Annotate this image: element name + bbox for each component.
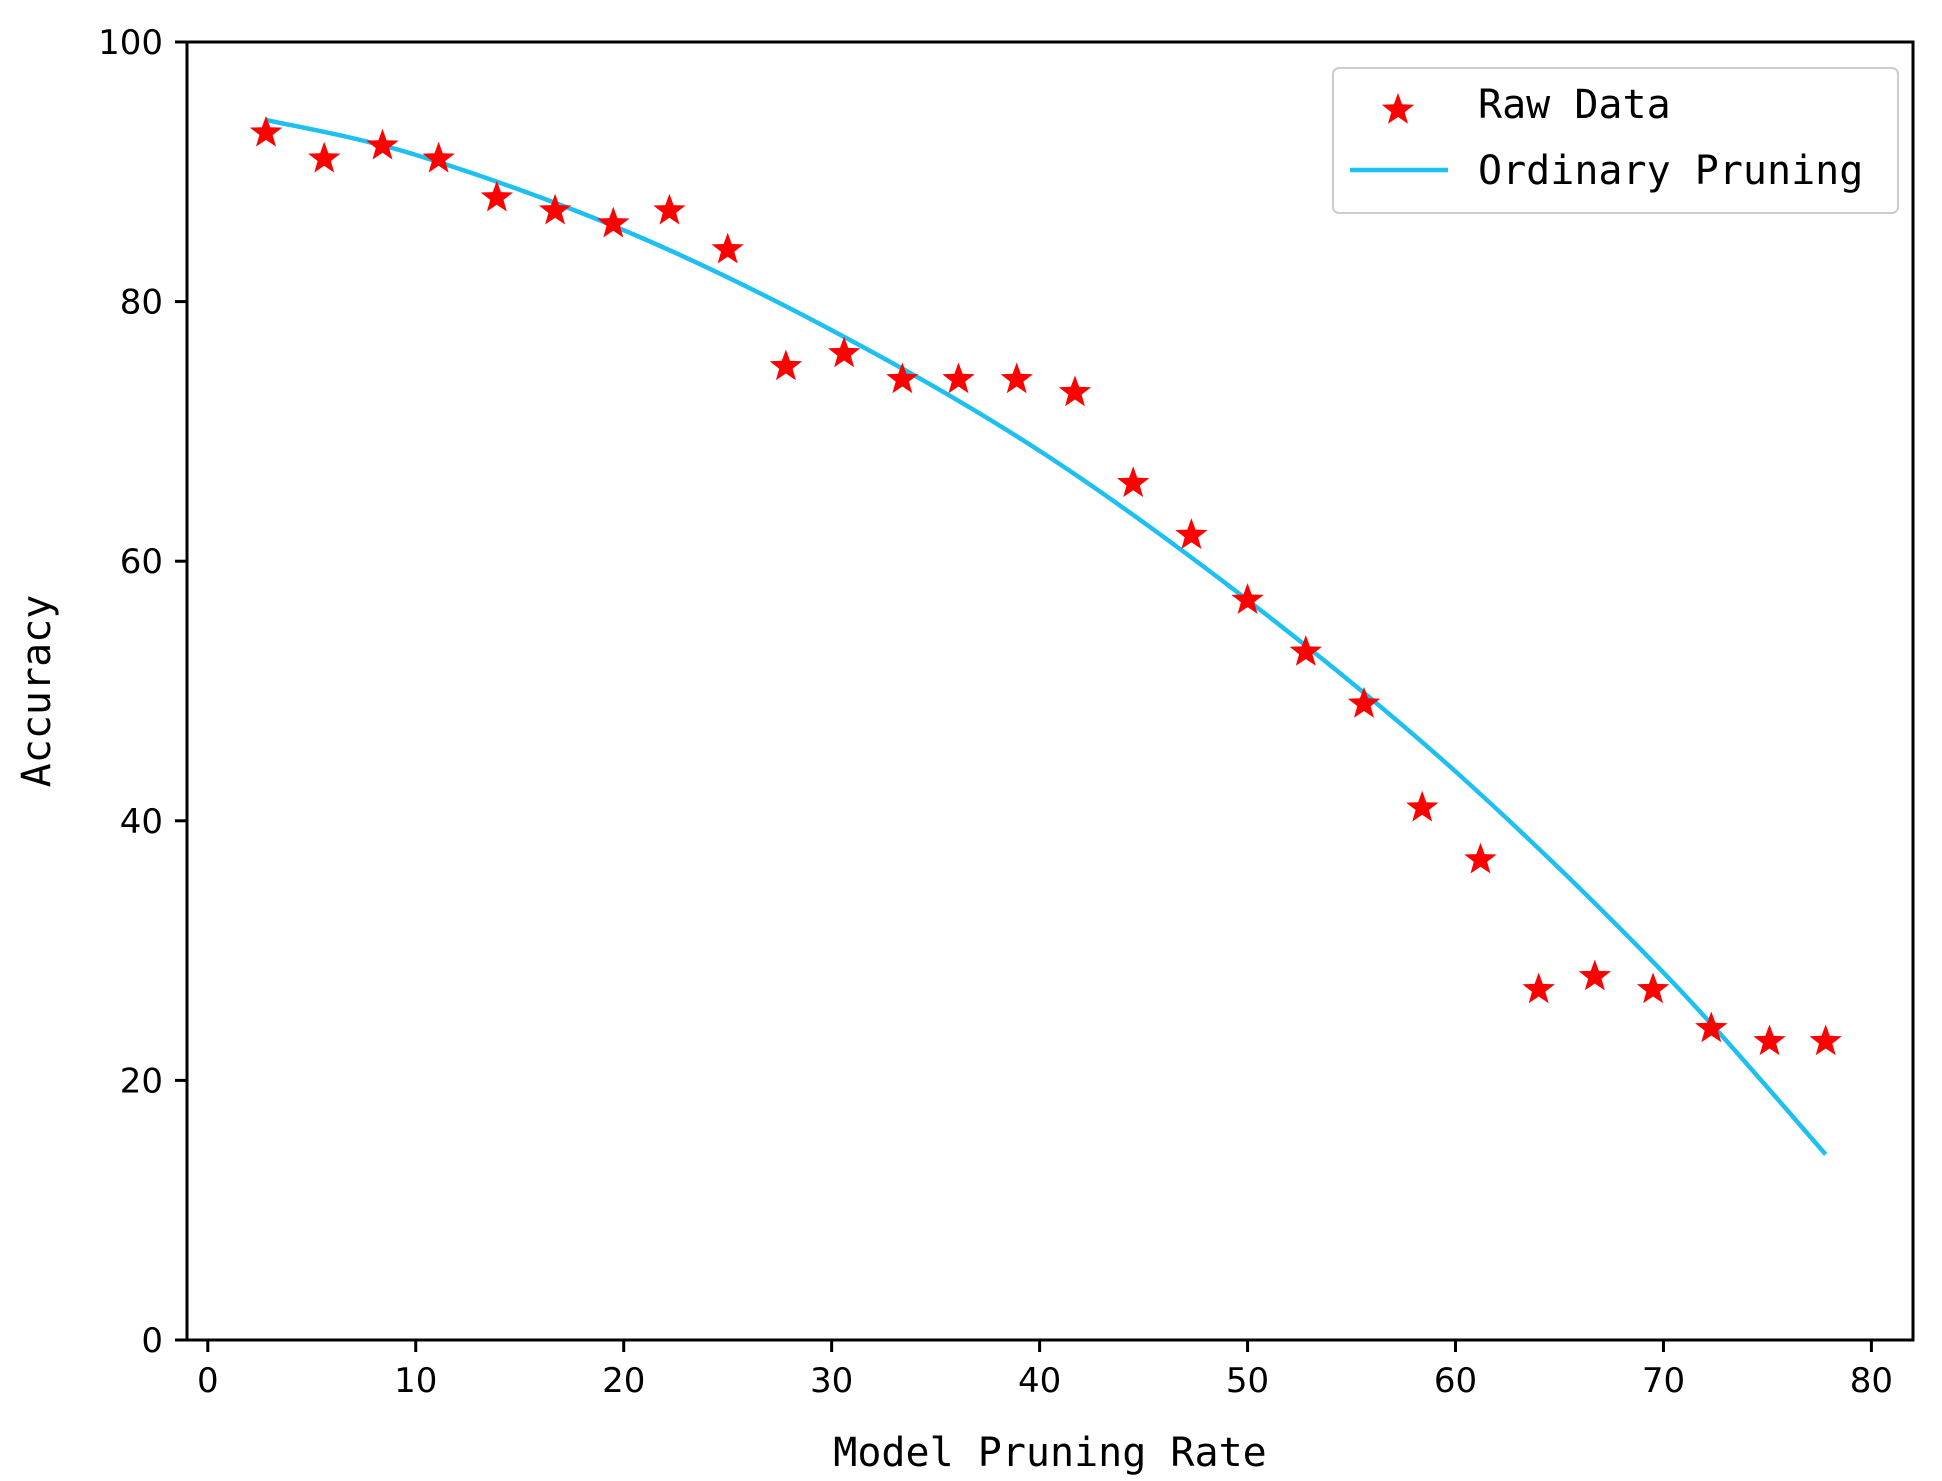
- x-axis: 0 10 20 30 40 50 60 70 80: [197, 1340, 1893, 1401]
- legend-star: [1381, 93, 1415, 124]
- raw-data-point: [366, 128, 399, 160]
- raw-data-point: [886, 362, 919, 394]
- raw-data-point: [249, 115, 283, 147]
- raw-data-point: [942, 362, 975, 394]
- raw-data-point: [1289, 635, 1322, 666]
- x-tick-label: 60: [1434, 1361, 1477, 1401]
- legend: Raw Data Ordinary Pruning: [1332, 67, 1899, 214]
- raw-data-point: [480, 180, 513, 212]
- x-tick-label: 50: [1226, 1361, 1269, 1401]
- raw-data-point: [1578, 959, 1611, 991]
- raw-data-point: [1522, 972, 1555, 1004]
- raw-data-point: [1695, 1011, 1728, 1043]
- x-tick-label: 40: [1018, 1361, 1061, 1401]
- plot-area: [185, 40, 1915, 1342]
- raw-data-point: [828, 336, 861, 368]
- raw-data-point: [1636, 972, 1670, 1004]
- x-tick-label: 70: [1642, 1361, 1685, 1401]
- fit-line-ordinary-pruning: [265, 117, 1828, 1156]
- y-tick-label: 100: [98, 23, 163, 63]
- raw-data-point: [1753, 1024, 1786, 1056]
- raw-data-point: [711, 232, 744, 264]
- raw-data-point: [1406, 790, 1439, 822]
- x-axis-label: Model Pruning Rate: [833, 1430, 1266, 1476]
- legend-box: [1332, 67, 1899, 214]
- x-tick-label: 30: [810, 1361, 853, 1401]
- legend-star-marker: [1381, 93, 1415, 124]
- raw-data-point: [1809, 1024, 1842, 1056]
- x-tick-label: 10: [394, 1361, 437, 1401]
- x-tick-label: 0: [197, 1361, 219, 1401]
- plot-frame: [185, 40, 1915, 1342]
- raw-data-point: [1347, 687, 1381, 718]
- y-tick-label: 0: [141, 1321, 163, 1361]
- raw-data-point: [422, 141, 455, 173]
- y-tick-label: 20: [120, 1061, 163, 1101]
- x-tick-label: 80: [1850, 1361, 1893, 1401]
- raw-data-point: [1464, 842, 1497, 874]
- y-tick-label: 60: [120, 542, 163, 582]
- raw-data-point: [769, 349, 803, 381]
- y-axis-label: Accuracy: [14, 595, 60, 788]
- raw-data-point: [1058, 375, 1092, 407]
- y-tick-label: 40: [120, 802, 163, 842]
- raw-data-point: [538, 193, 572, 225]
- legend-label-raw-data: Raw Data: [1478, 82, 1671, 128]
- x-tick-label: 20: [602, 1361, 645, 1401]
- legend-label-ordinary-pruning: Ordinary Pruning: [1478, 148, 1863, 194]
- raw-data-point: [1231, 583, 1264, 614]
- raw-data-point: [1175, 518, 1208, 549]
- raw-data-point: [597, 206, 630, 238]
- y-tick-label: 80: [120, 283, 163, 323]
- raw-data-point: [1000, 362, 1033, 394]
- raw-data-point: [1117, 466, 1150, 498]
- series-layer: [249, 115, 1842, 1156]
- raw-data-point: [653, 193, 686, 225]
- raw-data-point: [308, 141, 341, 173]
- y-axis: 0 20 40 60 80 100: [98, 23, 187, 1361]
